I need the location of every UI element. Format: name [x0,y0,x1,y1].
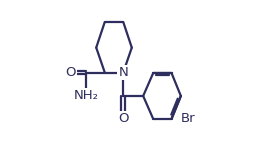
Text: N: N [118,66,128,79]
Text: Br: Br [181,112,196,125]
Text: O: O [65,66,76,79]
Text: O: O [118,112,129,125]
Text: NH₂: NH₂ [74,89,99,103]
